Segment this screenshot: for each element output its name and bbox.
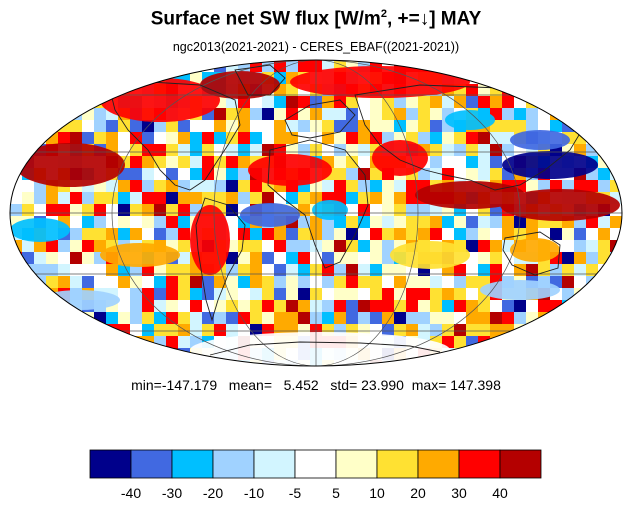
- stat-std-value: 23.990: [361, 377, 404, 393]
- colorbar-box: [212, 449, 255, 479]
- europe-coast: [284, 99, 356, 139]
- colorbar-tick-label: -40: [121, 485, 141, 501]
- colorbar-box: [253, 449, 296, 479]
- africa-coast: [267, 139, 369, 269]
- south-indian-high: [390, 241, 470, 269]
- colorbar-box: [458, 449, 501, 479]
- colorbar-box: [294, 449, 337, 479]
- title-superscript: 2: [380, 8, 387, 20]
- colorbar-boxes: [89, 449, 542, 479]
- australia-high: [510, 238, 560, 262]
- colorbar-tick-label: -30: [162, 485, 182, 501]
- stat-mean-value: 5.452: [283, 377, 319, 393]
- colorbar-box: [335, 449, 378, 479]
- stat-min-value: -147.179: [161, 377, 218, 393]
- colorbar-box: [417, 449, 460, 479]
- south-america-high: [190, 205, 230, 275]
- stat-max-value: 147.398: [450, 377, 501, 393]
- colorbar-box: [499, 449, 542, 479]
- west-pacific-low: [10, 218, 70, 242]
- arctic-high: [290, 66, 470, 98]
- colorbar-tick-label: 30: [451, 485, 467, 501]
- china-low: [510, 130, 570, 150]
- tropical-atlantic-low: [240, 203, 300, 227]
- greenland-coast: [234, 64, 286, 96]
- australia-coast: [502, 231, 561, 276]
- colorbar-box: [130, 449, 173, 479]
- south-pacific-high: [100, 243, 180, 267]
- stat-min-label: min=: [131, 377, 162, 393]
- title-main: Surface net SW flux [W/m: [150, 8, 381, 30]
- title-rest: , +=↓] MAY: [386, 8, 482, 30]
- stat-max-label: max=: [411, 377, 447, 393]
- map-border: [9, 59, 623, 367]
- colorbar-labels: -40 -30 -20 -10 -5 5 10 20 30 40: [121, 485, 508, 501]
- colorbar-tick-label: 10: [369, 485, 385, 501]
- stat-std-label: std=: [330, 377, 358, 393]
- colorbar-box: [376, 449, 419, 479]
- plot-subtitle: ngc2013(2021-2021) - CERES_EBAF((2021-20…: [172, 40, 460, 54]
- antarctica-coast: [209, 341, 441, 356]
- indian-ocean-high: [415, 181, 525, 209]
- colorbar-tick-label: -10: [244, 485, 264, 501]
- central-africa-low: [312, 200, 348, 220]
- colorbar-tick-label: 40: [492, 485, 508, 501]
- coastlines: [109, 64, 586, 356]
- stat-mean-label: mean=: [228, 377, 272, 393]
- statistics-line: min=-147.179 mean= 5.452 std= 23.990 max…: [0, 377, 632, 393]
- north-america-coast: [109, 81, 241, 191]
- north-pacific-high: [15, 143, 125, 187]
- south-america-coast: [195, 197, 246, 322]
- colorbar-box: [171, 449, 214, 479]
- colorbar-tick-label: 5: [332, 485, 340, 501]
- colorbar-tick-label: -5: [289, 485, 302, 501]
- graticule: [10, 60, 622, 366]
- colorbar-box: [89, 449, 132, 479]
- southern-ocean-east-low: [480, 280, 560, 300]
- plot-title: Surface net SW flux [W/m2, +=↓] MAY: [0, 8, 632, 30]
- east-asia-low: [502, 151, 598, 179]
- colorbar-tick-label: -20: [203, 485, 223, 501]
- colorbar-tick-label: 20: [410, 485, 426, 501]
